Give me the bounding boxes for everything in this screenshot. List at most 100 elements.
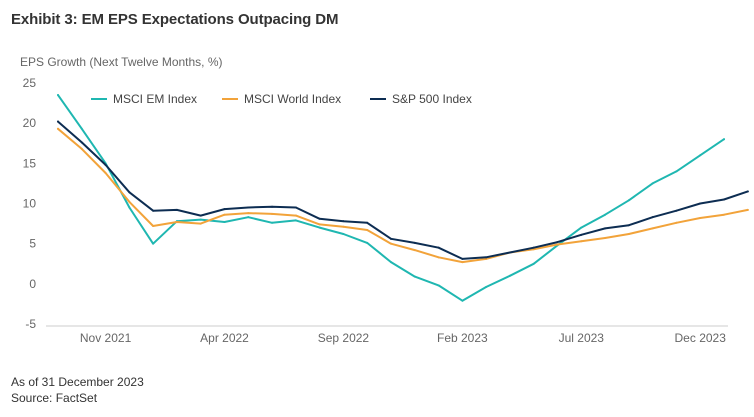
data-point-sp500 bbox=[175, 208, 178, 211]
data-point-sp500 bbox=[128, 191, 131, 194]
y-axis-label: EPS Growth (Next Twelve Months, %) bbox=[20, 55, 223, 69]
data-point-sp500 bbox=[271, 205, 274, 208]
data-point-em bbox=[223, 220, 226, 223]
data-point-sp500 bbox=[57, 120, 59, 123]
data-point-world bbox=[675, 221, 678, 224]
data-point-world bbox=[294, 214, 297, 217]
data-point-world bbox=[651, 227, 654, 230]
data-point-em bbox=[80, 127, 83, 130]
data-point-world bbox=[223, 213, 226, 216]
data-point-sp500 bbox=[556, 241, 559, 244]
data-point-sp500 bbox=[104, 163, 107, 166]
data-point-world bbox=[604, 237, 607, 240]
data-point-sp500 bbox=[627, 224, 630, 227]
data-point-em bbox=[413, 275, 416, 278]
data-point-world bbox=[723, 213, 725, 216]
data-point-em bbox=[675, 170, 678, 173]
data-point-world bbox=[199, 222, 202, 225]
data-point-world bbox=[104, 171, 107, 174]
x-tick-label: Apr 2022 bbox=[200, 331, 249, 345]
data-point-sp500 bbox=[366, 221, 369, 224]
data-point-em bbox=[604, 213, 607, 216]
x-tick-label: Nov 2021 bbox=[80, 331, 132, 345]
series-line-sp500 bbox=[57, 120, 749, 260]
data-point-em bbox=[723, 138, 725, 141]
data-point-sp500 bbox=[461, 257, 464, 260]
data-point-em bbox=[199, 218, 202, 221]
data-point-sp500 bbox=[675, 209, 678, 212]
data-point-sp500 bbox=[746, 190, 749, 193]
source-note: Source: FactSet bbox=[11, 391, 98, 405]
data-point-em bbox=[532, 262, 535, 265]
chart-title: Exhibit 3: EM EPS Expectations Outpacing… bbox=[11, 11, 339, 28]
data-point-em bbox=[485, 286, 488, 289]
data-point-sp500 bbox=[318, 217, 321, 220]
y-tick-label: 25 bbox=[23, 76, 37, 90]
data-point-world bbox=[746, 208, 749, 211]
data-point-sp500 bbox=[294, 206, 297, 209]
data-point-sp500 bbox=[342, 220, 345, 223]
data-point-sp500 bbox=[508, 251, 511, 254]
data-point-em bbox=[390, 261, 392, 264]
y-tick-label: 0 bbox=[29, 277, 36, 291]
data-point-em bbox=[366, 241, 369, 244]
data-point-sp500 bbox=[390, 237, 392, 240]
data-point-em bbox=[294, 219, 297, 222]
data-point-world bbox=[318, 223, 321, 226]
data-point-sp500 bbox=[199, 214, 202, 217]
data-point-sp500 bbox=[699, 202, 702, 205]
data-point-world bbox=[699, 216, 702, 219]
data-point-world bbox=[461, 261, 464, 264]
data-point-em bbox=[580, 226, 583, 229]
legend-label-world: MSCI World Index bbox=[244, 92, 341, 106]
data-point-world bbox=[627, 233, 630, 236]
series-line-world bbox=[57, 127, 749, 264]
data-point-sp500 bbox=[651, 216, 654, 219]
data-point-sp500 bbox=[223, 208, 226, 211]
x-tick-label: Jul 2023 bbox=[559, 331, 605, 345]
legend-label-em: MSCI EM Index bbox=[113, 92, 197, 106]
as-of-note: As of 31 December 2023 bbox=[11, 375, 144, 389]
data-point-em bbox=[461, 299, 464, 302]
data-point-em bbox=[271, 221, 274, 224]
data-point-world bbox=[390, 242, 392, 245]
data-point-world bbox=[175, 220, 178, 223]
data-point-world bbox=[580, 240, 583, 243]
data-point-world bbox=[556, 243, 559, 246]
x-tick-label: Dec 2023 bbox=[675, 331, 727, 345]
data-point-em bbox=[627, 199, 630, 202]
data-point-sp500 bbox=[580, 233, 583, 236]
data-point-sp500 bbox=[437, 246, 440, 249]
data-point-world bbox=[366, 229, 369, 232]
data-point-sp500 bbox=[247, 206, 250, 209]
data-point-sp500 bbox=[485, 256, 488, 259]
data-point-world bbox=[128, 200, 131, 203]
data-point-sp500 bbox=[723, 198, 725, 201]
data-point-em bbox=[128, 206, 131, 209]
y-tick-label: -5 bbox=[25, 317, 36, 331]
data-point-world bbox=[152, 224, 155, 227]
data-point-world bbox=[413, 249, 416, 252]
data-point-em bbox=[508, 274, 511, 277]
data-point-world bbox=[271, 212, 274, 215]
data-point-em bbox=[342, 233, 345, 236]
y-tick-label: 15 bbox=[23, 156, 37, 170]
data-point-world bbox=[437, 256, 440, 259]
data-point-em bbox=[651, 182, 654, 185]
data-point-em bbox=[437, 284, 440, 287]
data-point-world bbox=[57, 127, 59, 130]
data-point-world bbox=[485, 257, 488, 260]
y-tick-label: 20 bbox=[23, 116, 37, 130]
legend-label-sp500: S&P 500 Index bbox=[392, 92, 472, 106]
series-line-em bbox=[57, 94, 725, 302]
data-point-sp500 bbox=[604, 227, 607, 230]
data-point-sp500 bbox=[413, 241, 416, 244]
data-point-em bbox=[247, 216, 250, 219]
data-point-em bbox=[699, 154, 702, 157]
data-point-sp500 bbox=[532, 246, 535, 249]
data-point-em bbox=[318, 226, 321, 229]
data-point-sp500 bbox=[80, 141, 83, 144]
x-tick-label: Feb 2023 bbox=[437, 331, 488, 345]
x-tick-label: Sep 2022 bbox=[318, 331, 370, 345]
